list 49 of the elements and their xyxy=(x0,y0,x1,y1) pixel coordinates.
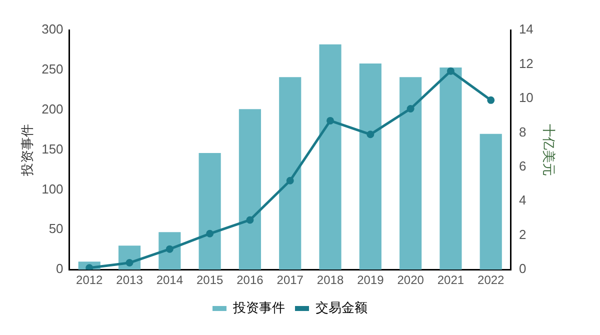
bar xyxy=(319,44,342,270)
y2-tick-label: 12 xyxy=(518,56,534,71)
y2-tick-label: 14 xyxy=(518,22,534,37)
y2-tick-label: 2 xyxy=(518,226,526,242)
bar xyxy=(198,152,221,270)
y-tick-label: 150 xyxy=(42,141,64,156)
point xyxy=(166,245,174,253)
y2-axis-title: 十亿美元 xyxy=(542,124,557,176)
point xyxy=(446,67,454,75)
bar xyxy=(158,232,181,270)
y2-tick-label: 4 xyxy=(518,192,526,208)
x-tick-label: 2017 xyxy=(276,273,304,288)
bar xyxy=(400,77,422,270)
y-tick-label: 100 xyxy=(42,181,64,196)
x-tick-label: 2014 xyxy=(156,273,184,288)
bar xyxy=(238,109,262,270)
x-tick-label: 2013 xyxy=(116,273,144,288)
legend-label: 交易金额 xyxy=(316,300,368,316)
point xyxy=(246,216,254,224)
bar xyxy=(359,64,382,270)
y-tick-label: 0 xyxy=(56,261,64,276)
y-tick-label: 200 xyxy=(42,101,64,116)
bar xyxy=(440,68,462,270)
bar xyxy=(480,134,502,270)
x-tick-label: 2021 xyxy=(437,273,464,288)
point xyxy=(487,96,495,104)
point xyxy=(126,259,134,267)
point xyxy=(366,130,374,138)
x-tick-label: 2018 xyxy=(316,273,344,288)
y2-tick-label: 6 xyxy=(518,158,526,174)
legend-label: 投资事件 xyxy=(232,300,285,316)
y2-tick-label: 0 xyxy=(518,261,526,276)
y2-tick-label: 8 xyxy=(518,124,526,140)
y-axis-title: 投资事件 xyxy=(19,124,34,177)
x-tick-label: 2019 xyxy=(357,273,384,288)
x-tick-label: 2016 xyxy=(236,273,264,288)
x-tick-label: 2022 xyxy=(478,273,505,288)
point xyxy=(326,116,334,124)
bar xyxy=(279,77,302,270)
x-tick-label: 2012 xyxy=(76,273,104,288)
x-tick-label: 2015 xyxy=(196,273,224,288)
y2-tick-label: 10 xyxy=(518,90,534,106)
point xyxy=(206,230,214,238)
point xyxy=(406,104,414,112)
y-tick-label: 300 xyxy=(42,22,64,37)
x-tick-label: 2020 xyxy=(397,273,424,288)
y-tick-label: 50 xyxy=(48,221,64,236)
y-tick-label: 250 xyxy=(42,62,64,77)
point xyxy=(286,176,294,184)
